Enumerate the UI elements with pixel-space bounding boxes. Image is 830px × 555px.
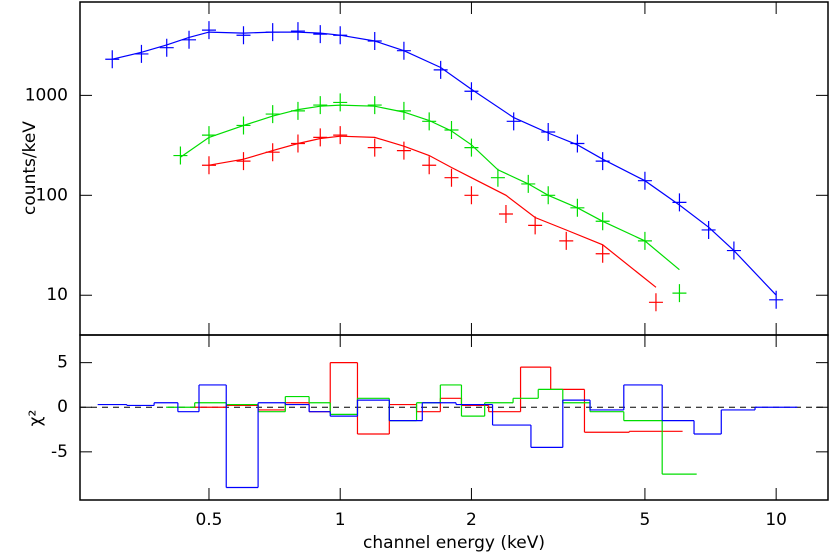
y-tick-label: 10 bbox=[46, 285, 68, 305]
data-point bbox=[236, 152, 251, 171]
data-point bbox=[396, 41, 411, 60]
data-point bbox=[541, 186, 556, 205]
data-point bbox=[182, 30, 197, 49]
x-tick-label: 5 bbox=[640, 510, 651, 530]
model-line bbox=[208, 135, 657, 288]
data-point bbox=[637, 171, 652, 190]
data-point bbox=[367, 32, 382, 51]
data-point bbox=[570, 198, 585, 217]
data-point bbox=[570, 134, 585, 153]
data-point bbox=[648, 293, 663, 312]
data-point bbox=[637, 231, 652, 250]
data-point bbox=[265, 143, 280, 162]
data-point bbox=[313, 128, 328, 147]
data-point bbox=[265, 105, 280, 124]
data-point bbox=[521, 174, 536, 193]
data-point bbox=[173, 146, 188, 165]
plot-frame bbox=[79, 334, 829, 501]
data-point bbox=[464, 82, 479, 101]
data-point bbox=[444, 121, 459, 140]
y-tick-label: 5 bbox=[57, 353, 68, 373]
data-point bbox=[290, 22, 305, 41]
y-axis-label: counts/keV bbox=[20, 121, 40, 215]
data-point bbox=[541, 123, 556, 142]
data-point bbox=[444, 168, 459, 187]
data-point bbox=[159, 38, 174, 57]
x-tick-label: 1 bbox=[335, 510, 346, 530]
x-tick-label: 10 bbox=[765, 510, 787, 530]
y-tick-label: 1000 bbox=[25, 85, 68, 105]
x-axis-label: channel energy (keV) bbox=[363, 533, 545, 553]
data-point bbox=[701, 220, 716, 239]
data-point bbox=[433, 60, 448, 79]
data-point bbox=[333, 126, 348, 145]
data-point bbox=[464, 138, 479, 157]
y-tick-label: 0 bbox=[57, 397, 68, 417]
data-point bbox=[506, 112, 521, 131]
data-point bbox=[726, 241, 741, 260]
data-point bbox=[464, 186, 479, 205]
data-point bbox=[333, 26, 348, 45]
data-point bbox=[290, 134, 305, 153]
data-point bbox=[236, 26, 251, 45]
data-point bbox=[201, 156, 216, 175]
data-point bbox=[367, 96, 382, 115]
y-tick-label: -5 bbox=[51, 442, 68, 462]
y-axis-label: χ² bbox=[26, 410, 46, 427]
x-tick-label: 0.5 bbox=[195, 510, 222, 530]
data-point bbox=[490, 168, 505, 187]
data-point bbox=[134, 44, 149, 63]
data-point bbox=[595, 212, 610, 231]
data-point bbox=[528, 216, 543, 235]
data-point bbox=[313, 96, 328, 115]
data-point bbox=[559, 231, 574, 250]
data-point bbox=[672, 193, 687, 212]
data-point bbox=[201, 21, 216, 40]
data-point bbox=[769, 290, 784, 309]
data-point bbox=[333, 93, 348, 112]
data-point bbox=[236, 116, 251, 135]
data-point bbox=[290, 101, 305, 120]
data-point bbox=[105, 50, 120, 69]
data-point bbox=[422, 112, 437, 131]
data-point bbox=[201, 126, 216, 145]
data-point bbox=[265, 23, 280, 42]
data-point bbox=[672, 284, 687, 303]
data-point bbox=[498, 205, 513, 224]
data-point bbox=[313, 25, 328, 44]
data-point bbox=[396, 101, 411, 120]
model-line bbox=[180, 104, 680, 271]
data-point bbox=[595, 152, 610, 171]
data-point bbox=[367, 138, 382, 157]
y-tick-label: 100 bbox=[36, 185, 68, 205]
data-point bbox=[422, 156, 437, 175]
x-tick-label: 2 bbox=[466, 510, 477, 530]
data-point bbox=[595, 244, 610, 263]
data-point bbox=[396, 141, 411, 160]
